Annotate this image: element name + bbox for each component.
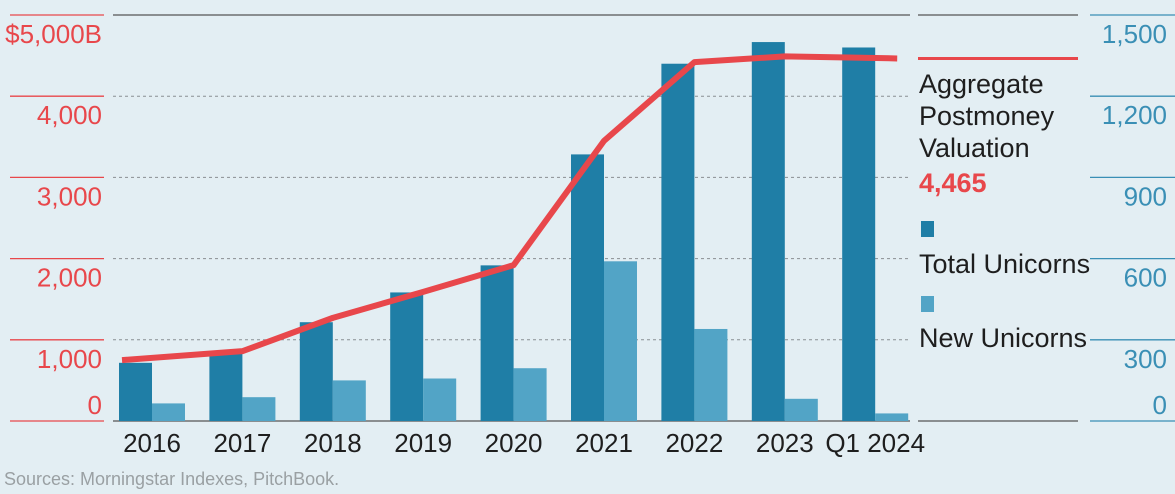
valuation-legend-label: Aggregate: [919, 69, 1044, 99]
bars: [119, 42, 909, 422]
total-unicorns-bar: [571, 154, 604, 422]
left-axis: $5,000B 4,000 3,000 2,000 1,000 0: [5, 14, 104, 422]
total-unicorns-bar: [119, 362, 152, 421]
x-tick-label: 2021: [575, 428, 633, 458]
new-unicorns-bar: [242, 397, 276, 421]
right-tick-label: 600: [1124, 263, 1167, 293]
total-unicorns-bar: [751, 42, 785, 422]
right-tick-label: 300: [1124, 344, 1167, 374]
new-unicorns-bar: [152, 403, 185, 421]
right-tick-label: 0: [1153, 390, 1167, 420]
total-unicorns-swatch: [921, 221, 934, 237]
total-unicorns-bar: [299, 322, 333, 421]
valuation-latest-value: 4,465: [919, 168, 987, 198]
new-unicorns-bar: [513, 368, 547, 421]
valuation-legend-label: Valuation: [919, 133, 1030, 163]
right-tick-label: 900: [1124, 181, 1167, 211]
total-unicorns-bar: [842, 47, 876, 421]
right-tick-label: 1,200: [1102, 100, 1167, 130]
new-unicorns-label: New Unicorns: [919, 323, 1087, 353]
x-tick-label: 2023: [756, 428, 814, 458]
new-unicorns-bar: [694, 328, 728, 421]
left-tick-label: 3,000: [37, 181, 102, 211]
x-tick-label: 2016: [123, 428, 181, 458]
left-tick-label: 4,000: [37, 100, 102, 130]
x-tick-label: 2022: [665, 428, 723, 458]
x-tick-label: 2020: [485, 428, 543, 458]
total-unicorns-label: Total Unicorns: [919, 249, 1090, 279]
new-unicorns-bar: [332, 380, 366, 421]
new-unicorns-bar: [875, 413, 909, 421]
right-axis: 1,500 1,200 900 600 300 0: [1090, 14, 1175, 422]
x-tick-label: 2019: [394, 428, 452, 458]
left-tick-label: 0: [88, 390, 102, 420]
total-unicorns-bar: [209, 351, 243, 421]
valuation-line-group: [121, 53, 898, 364]
new-unicorns-bar: [784, 398, 818, 421]
new-unicorns-bar: [423, 378, 457, 421]
left-tick-label: 2,000: [37, 263, 102, 293]
x-tick-label: 2017: [213, 428, 271, 458]
x-axis: 2016 2017 2018 2019 2020 2021 2022 2023 Q1 2024: [123, 428, 925, 458]
x-tick-label: 2018: [304, 428, 362, 458]
valuation-line: [121, 53, 898, 364]
total-unicorns-bar: [390, 292, 424, 421]
source-note: Sources: Morningstar Indexes, PitchBook.: [4, 469, 340, 489]
total-unicorns-bar: [661, 63, 695, 421]
new-unicorns-swatch: [921, 296, 934, 312]
new-unicorns-bar: [604, 261, 637, 421]
left-tick-label: $5,000B: [5, 19, 102, 49]
x-tick-label: Q1 2024: [825, 428, 925, 458]
total-unicorns-bar: [480, 265, 514, 421]
valuation-legend-label: Postmoney: [919, 101, 1055, 131]
right-tick-label: 1,500: [1102, 19, 1167, 49]
left-tick-label: 1,000: [37, 344, 102, 374]
